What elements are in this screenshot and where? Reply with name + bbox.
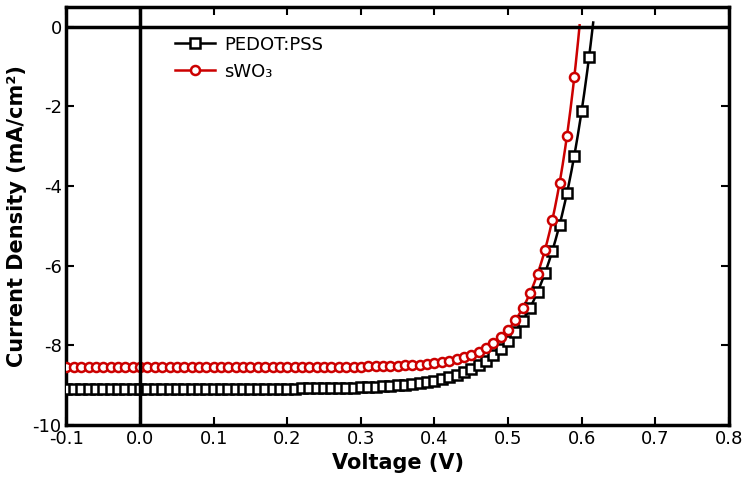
Line: sWO₃: sWO₃ bbox=[62, 72, 579, 372]
PEDOT:PSS bbox=[393, 383, 402, 388]
Line: PEDOT:PSS: PEDOT:PSS bbox=[62, 53, 593, 393]
PEDOT:PSS bbox=[584, 54, 593, 60]
sWO₃ bbox=[180, 364, 189, 370]
PEDOT:PSS bbox=[416, 380, 424, 386]
PEDOT:PSS bbox=[62, 386, 71, 392]
Legend: PEDOT:PSS, sWO₃: PEDOT:PSS, sWO₃ bbox=[168, 28, 331, 88]
X-axis label: Voltage (V): Voltage (V) bbox=[332, 453, 464, 473]
sWO₃ bbox=[489, 340, 498, 346]
PEDOT:PSS bbox=[187, 386, 196, 392]
sWO₃ bbox=[342, 364, 351, 370]
PEDOT:PSS bbox=[356, 384, 365, 390]
sWO₃ bbox=[217, 364, 226, 370]
Y-axis label: Current Density (mA/cm²): Current Density (mA/cm²) bbox=[7, 65, 27, 367]
sWO₃ bbox=[62, 364, 71, 370]
sWO₃ bbox=[496, 334, 506, 340]
sWO₃ bbox=[194, 364, 203, 370]
PEDOT:PSS bbox=[136, 386, 145, 392]
PEDOT:PSS bbox=[238, 386, 248, 392]
sWO₃ bbox=[570, 74, 579, 80]
